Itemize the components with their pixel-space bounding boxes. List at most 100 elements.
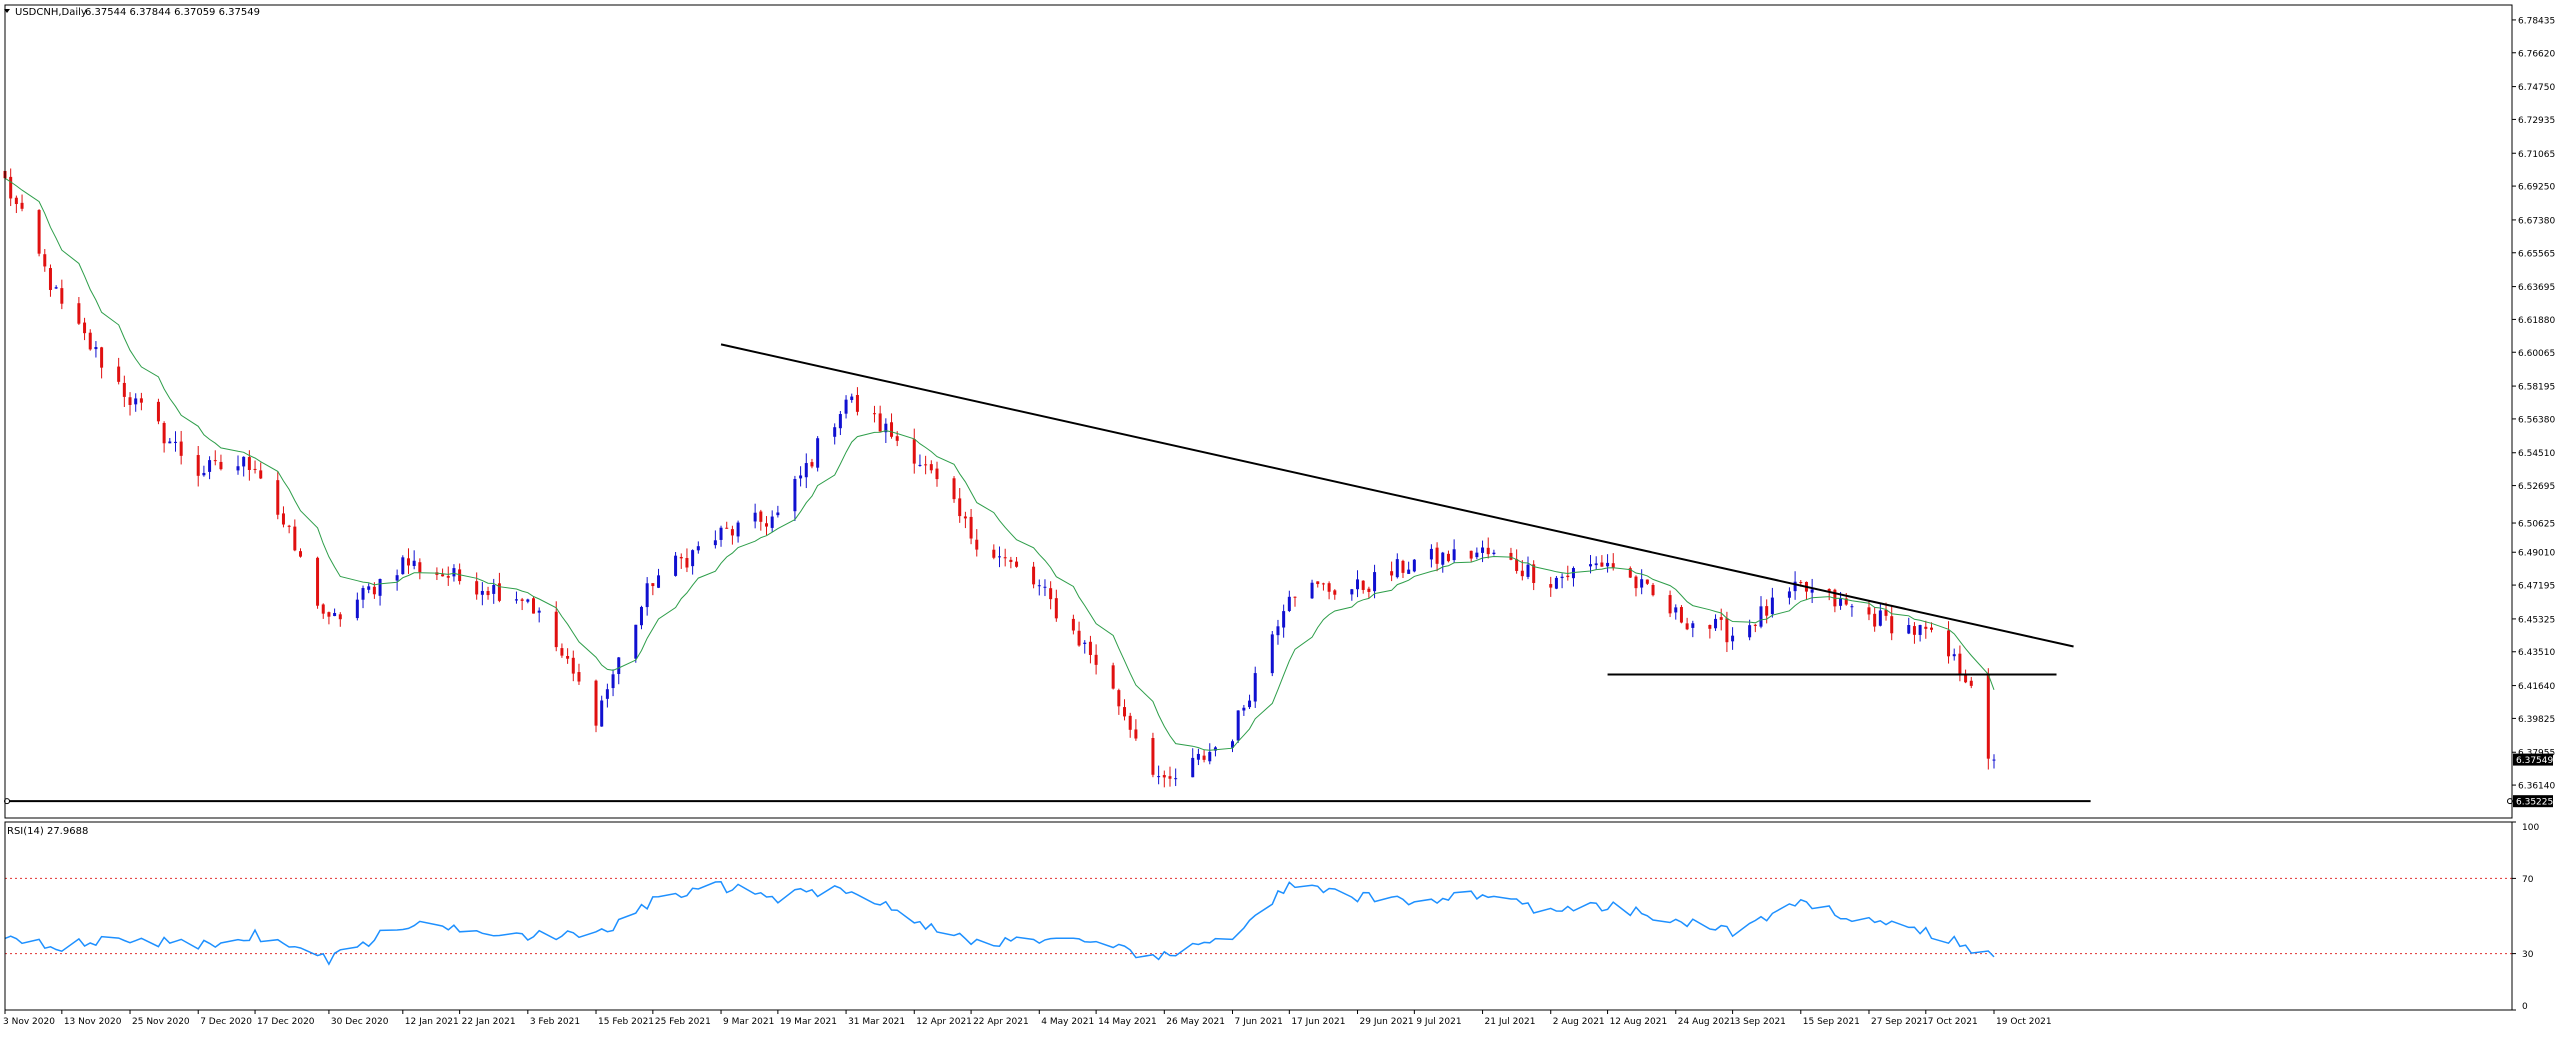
candle-body	[872, 413, 876, 415]
trendline-descending-resistance	[720, 343, 2074, 648]
price-tick-label: 6.49010	[2518, 549, 2555, 559]
candle-body	[1890, 616, 1894, 634]
chart-collapse-icon[interactable]	[4, 9, 10, 13]
time-tick-label: 31 Mar 2021	[848, 1017, 905, 1027]
candle-body	[236, 466, 240, 471]
candle-body	[1469, 550, 1473, 559]
candle-body	[1333, 590, 1337, 595]
candle-body	[736, 522, 740, 537]
candle-body	[1787, 591, 1791, 598]
price-tick-label: 6.58195	[2518, 383, 2555, 393]
candle-body	[418, 562, 422, 573]
time-tick-label: 2 Aug 2021	[1553, 1017, 1605, 1027]
price-tick-label: 6.71065	[2518, 150, 2555, 160]
candle-body	[1071, 618, 1075, 631]
candle-body	[1600, 562, 1604, 567]
price-tick-label: 6.60065	[2518, 349, 2555, 359]
time-tick-label: 12 Jan 2021	[405, 1017, 459, 1027]
price-tick-label: 6.50625	[2518, 520, 2555, 530]
price-tick-label: 6.74750	[2518, 83, 2555, 93]
candle-body	[1566, 575, 1570, 578]
candle-body	[1651, 584, 1655, 596]
rsi-panel-frame	[4, 821, 2513, 1011]
candle-body	[895, 436, 899, 441]
candle-body	[1719, 617, 1723, 620]
candle-body	[594, 680, 598, 726]
candle-body	[1151, 738, 1155, 775]
candle-body	[1361, 580, 1365, 590]
candle-body	[1009, 559, 1013, 562]
candle-body	[14, 197, 18, 205]
time-tick-label: 17 Jun 2021	[1291, 1017, 1345, 1027]
candle-body	[1912, 626, 1916, 635]
candle-body	[168, 441, 172, 444]
candle-body	[1878, 610, 1882, 626]
candle-body	[1515, 559, 1519, 571]
candle-body	[526, 599, 530, 602]
rsi-line	[4, 881, 1995, 966]
candle-body	[1162, 775, 1166, 778]
candle-body	[1123, 707, 1127, 717]
candle-body	[958, 498, 962, 517]
candle-body	[1276, 626, 1280, 636]
candle-body	[1929, 627, 1933, 630]
candle-body	[1088, 641, 1092, 655]
candle-body	[458, 569, 462, 582]
candle-body	[776, 512, 780, 516]
candle-body	[1174, 778, 1178, 780]
candle-body	[327, 612, 331, 617]
candle-body	[1952, 654, 1956, 657]
candle-body	[355, 599, 359, 619]
candle-body	[54, 287, 58, 289]
candle-body	[1606, 562, 1610, 567]
rsi-tick-label: 70	[2522, 875, 2534, 885]
candle-body	[1208, 751, 1212, 762]
candle-body	[20, 202, 24, 209]
time-tick-label: 3 Nov 2020	[3, 1017, 55, 1027]
candle-body	[395, 575, 399, 581]
price-tick-label: 6.61880	[2518, 316, 2555, 326]
candle-body	[1611, 563, 1615, 568]
candle-body	[83, 322, 87, 334]
candle-body	[1037, 585, 1041, 587]
ohlc-label: 6.37544 6.37844 6.37059 6.37549	[85, 7, 260, 18]
candle-body	[1571, 568, 1575, 579]
price-panel-frame	[4, 4, 2513, 819]
candle-body	[1520, 570, 1524, 577]
candle-body	[725, 527, 729, 529]
level-price-badge	[2513, 795, 2553, 808]
candle-body	[276, 480, 280, 515]
candle-body	[1594, 563, 1598, 566]
candle-body	[1691, 623, 1695, 628]
candle-body	[674, 555, 678, 576]
candle-body	[696, 546, 700, 551]
candle-body	[9, 176, 13, 199]
candle-body	[571, 657, 575, 674]
candle-body	[1003, 557, 1007, 559]
candle-body	[1907, 625, 1911, 634]
candle-body	[1253, 673, 1257, 702]
candle-body	[406, 558, 410, 566]
candle-body	[202, 472, 206, 476]
candle-body	[1714, 618, 1718, 629]
candle-body	[162, 422, 166, 444]
candle-body	[560, 648, 564, 656]
candle-body	[88, 332, 92, 350]
candle-body	[497, 583, 501, 601]
time-tick-label: 29 Jun 2021	[1360, 1017, 1414, 1027]
candle-body	[1452, 549, 1456, 561]
candle-body	[935, 468, 939, 480]
candle-body	[1884, 609, 1888, 616]
candle-body	[1873, 613, 1877, 627]
candle-body	[1560, 576, 1564, 579]
time-tick-label: 25 Nov 2020	[132, 1017, 190, 1027]
candle-body	[412, 560, 416, 566]
candle-body	[645, 583, 649, 608]
candle-body	[833, 427, 837, 437]
candle-body	[1094, 654, 1098, 665]
price-tick-label: 6.65565	[2518, 249, 2555, 259]
candle-body	[912, 439, 916, 464]
current-price-badge	[2513, 753, 2553, 766]
candle-body	[293, 526, 297, 551]
